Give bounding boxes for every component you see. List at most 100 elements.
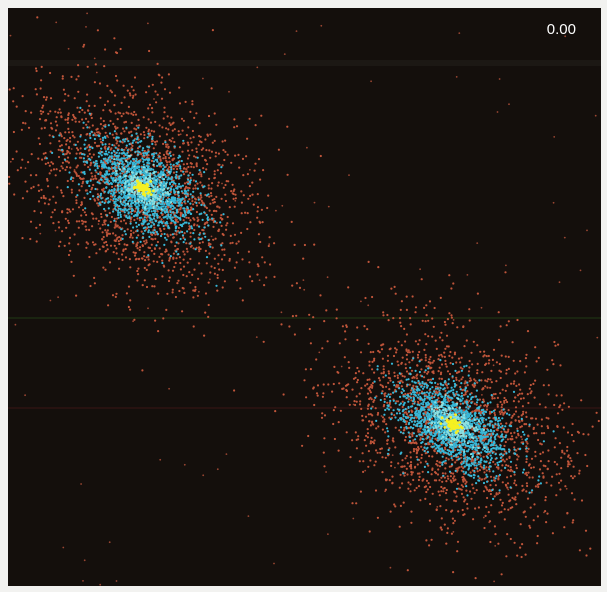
outer-particle [30, 174, 32, 176]
outer-particle [58, 221, 60, 223]
outer-particle [264, 261, 266, 263]
inner-particle [127, 140, 129, 142]
core-particle [152, 203, 154, 205]
outer-particle [564, 485, 566, 487]
outer-particle [132, 114, 134, 116]
outer-particle [85, 247, 87, 249]
outer-particle [137, 268, 139, 270]
inner-particle [117, 149, 119, 151]
outer-particle [193, 155, 195, 157]
outer-particle [227, 216, 229, 218]
outer-particle [208, 282, 210, 284]
outer-particle [190, 177, 192, 179]
outer-particle [227, 180, 229, 182]
outer-particle [357, 438, 359, 440]
outer-particle [222, 233, 224, 235]
outer-particle [103, 120, 105, 122]
inner-particle [93, 161, 95, 163]
outer-particle [108, 233, 110, 235]
core-particle [156, 190, 158, 192]
outer-particle [571, 434, 573, 436]
outer-particle [587, 433, 589, 435]
outer-particle [579, 470, 581, 472]
inner-particle [151, 221, 153, 223]
outer-particle [482, 399, 484, 401]
outer-particle [517, 394, 519, 396]
outer-particle [214, 267, 216, 269]
outer-particle [217, 274, 219, 276]
inner-particle [187, 207, 189, 209]
outer-particle [237, 252, 239, 254]
outer-particle [368, 420, 370, 422]
outer-particle [147, 107, 149, 109]
outer-particle [425, 491, 427, 493]
outer-particle [401, 482, 403, 484]
inner-particle [158, 155, 160, 157]
outer-particle [212, 202, 214, 204]
outer-particle [374, 439, 376, 441]
inner-particle [175, 174, 177, 176]
outer-particle [263, 341, 265, 343]
inner-particle [76, 194, 78, 196]
outer-particle [222, 149, 224, 151]
outer-particle [452, 282, 454, 284]
outer-particle [428, 358, 430, 360]
inner-particle [157, 195, 159, 197]
outer-particle [241, 258, 243, 260]
outer-particle [117, 111, 119, 113]
outer-particle [548, 384, 550, 386]
outer-particle [382, 358, 384, 360]
outer-particle [50, 122, 52, 124]
outer-particle [419, 339, 421, 341]
outer-particle [505, 441, 507, 443]
inner-particle [92, 195, 94, 197]
outer-particle [515, 464, 517, 466]
inner-particle [206, 256, 208, 258]
inner-particle [137, 161, 139, 163]
outer-particle [357, 435, 359, 437]
outer-particle [523, 423, 525, 425]
outer-particle [518, 416, 520, 418]
inner-particle [191, 196, 193, 198]
outer-particle [65, 227, 67, 229]
outer-particle [68, 254, 70, 256]
outer-particle [142, 284, 144, 286]
outer-particle [185, 187, 187, 189]
inner-particle [181, 204, 183, 206]
outer-particle [554, 345, 556, 347]
inner-particle [106, 214, 108, 216]
outer-particle [163, 154, 165, 156]
outer-particle [429, 356, 431, 358]
outer-particle [504, 460, 506, 462]
outer-particle [214, 112, 216, 114]
inner-particle [187, 179, 189, 181]
outer-particle [498, 339, 500, 341]
outer-particle [197, 278, 199, 280]
outer-particle [143, 131, 145, 133]
outer-particle [173, 236, 175, 238]
outer-particle [563, 526, 565, 528]
outer-particle [214, 140, 216, 142]
outer-particle [389, 348, 391, 350]
outer-particle [214, 258, 216, 260]
outer-particle [170, 241, 172, 243]
outer-particle [143, 116, 145, 118]
outer-particle [412, 385, 414, 387]
inner-particle [132, 226, 134, 228]
inner-particle [158, 222, 160, 224]
outer-particle [198, 144, 200, 146]
inner-particle [207, 193, 209, 195]
inner-particle [107, 148, 109, 150]
outer-particle [404, 457, 406, 459]
nucleus-particle [140, 184, 143, 187]
outer-particle [166, 293, 168, 295]
outer-particle [539, 403, 541, 405]
outer-particle [233, 389, 235, 391]
outer-particle [118, 243, 120, 245]
inner-particle [220, 166, 222, 168]
outer-particle [460, 367, 462, 369]
outer-particle [351, 389, 353, 391]
outer-particle [41, 66, 43, 68]
outer-particle [97, 205, 99, 207]
outer-particle [120, 48, 122, 50]
